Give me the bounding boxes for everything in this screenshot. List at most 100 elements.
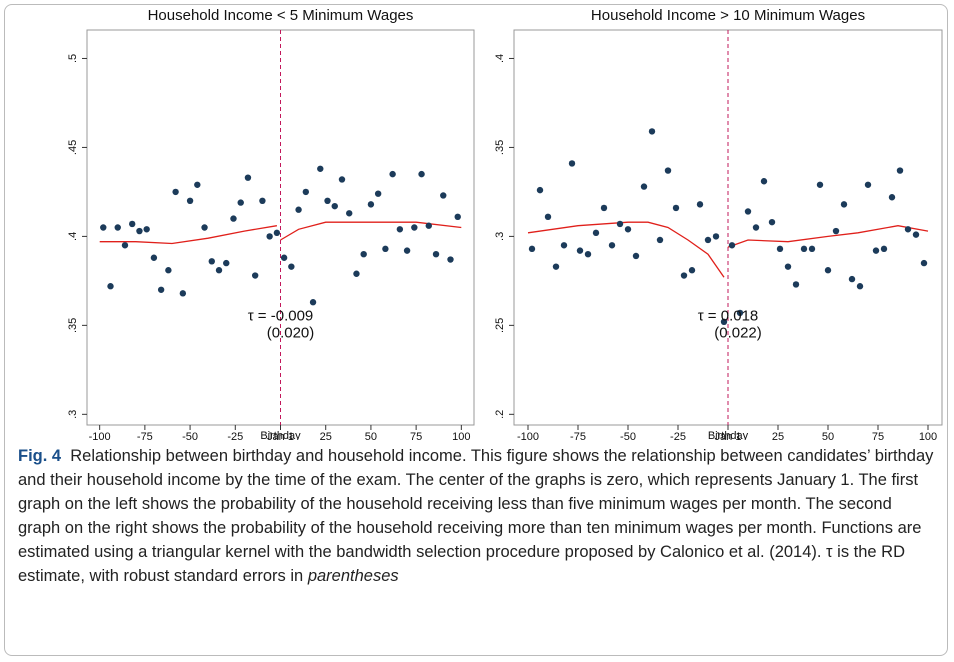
point <box>266 233 273 240</box>
point <box>230 215 237 222</box>
x-tick-label: -100 <box>517 431 539 440</box>
x-tick-label: -75 <box>137 431 153 440</box>
point <box>696 201 704 208</box>
point <box>107 283 114 290</box>
point <box>704 236 712 244</box>
point <box>280 254 288 261</box>
point <box>768 218 776 226</box>
point <box>584 250 592 258</box>
point <box>136 227 143 235</box>
point <box>744 208 752 215</box>
x-tick-label: -50 <box>620 431 636 440</box>
point <box>784 263 792 270</box>
point <box>664 167 672 174</box>
y-tick-label: .35 <box>67 318 79 333</box>
point <box>432 250 440 258</box>
point <box>295 206 302 213</box>
x-axis-label: Birthday <box>708 430 749 440</box>
x-tick-label: 100 <box>919 431 937 440</box>
x-tick-label: 75 <box>410 431 422 440</box>
point <box>656 236 664 244</box>
y-tick-label: .45 <box>67 140 79 155</box>
point <box>114 224 121 231</box>
point <box>672 204 680 212</box>
point <box>720 318 728 326</box>
fit-line <box>527 221 725 278</box>
point <box>856 283 864 290</box>
point <box>223 259 230 267</box>
point <box>382 245 389 253</box>
y-tick-label: .35 <box>494 140 506 155</box>
point <box>317 165 324 172</box>
x-tick-label: 100 <box>452 431 470 440</box>
point <box>808 245 816 253</box>
caption-italic: parentheses <box>307 567 399 585</box>
point <box>560 242 568 249</box>
chart-title: Household Income > 10 Minimum Wages <box>591 7 865 24</box>
point <box>904 226 912 233</box>
x-axis-label: Birthday <box>260 430 301 440</box>
figure-frame <box>4 4 948 656</box>
annotation: τ = -0.009 <box>248 307 314 324</box>
x-tick-label: -50 <box>182 431 198 440</box>
fit-line <box>280 221 462 241</box>
chart-title: Household Income < 5 Minimum Wages <box>148 7 414 24</box>
point <box>338 176 346 183</box>
point <box>816 181 824 188</box>
y-tick-label: .25 <box>494 318 506 333</box>
point <box>360 250 367 258</box>
point <box>920 259 928 267</box>
point <box>208 258 215 265</box>
point <box>880 245 888 253</box>
point <box>324 197 331 205</box>
annotation-se: (0.022) <box>714 324 762 341</box>
point <box>403 247 411 254</box>
point <box>288 263 295 270</box>
point <box>760 178 768 185</box>
x-tick-label: 25 <box>772 431 784 440</box>
point <box>237 199 244 206</box>
point <box>776 245 784 253</box>
x-tick-label: 75 <box>872 431 884 440</box>
point <box>454 213 461 221</box>
point <box>367 201 375 208</box>
point <box>172 188 179 196</box>
y-tick-label: .4 <box>67 232 79 241</box>
point <box>244 174 252 181</box>
point <box>848 275 856 283</box>
y-tick-label: .3 <box>67 410 79 419</box>
point <box>447 256 454 263</box>
point <box>568 160 576 167</box>
y-tick-label: .3 <box>494 232 506 241</box>
point <box>331 202 338 210</box>
point <box>592 229 600 237</box>
point <box>389 170 396 178</box>
point <box>100 224 107 231</box>
point <box>576 247 584 254</box>
x-tick-label: 50 <box>822 431 834 440</box>
point <box>302 188 310 196</box>
point <box>832 227 840 235</box>
y-tick-label: .2 <box>494 410 506 419</box>
x-tick-label: 25 <box>320 431 332 440</box>
point <box>648 128 656 135</box>
point <box>624 226 632 233</box>
point <box>353 270 360 277</box>
point <box>440 192 447 199</box>
point <box>215 267 223 274</box>
point <box>712 233 720 240</box>
annotation-se: (0.020) <box>267 324 315 341</box>
x-tick-label: -25 <box>227 431 243 440</box>
point <box>536 186 544 194</box>
point <box>680 272 688 279</box>
point <box>251 272 259 279</box>
caption: Fig. 4 Relationship between birthday and… <box>18 444 938 588</box>
point <box>824 267 832 274</box>
point <box>872 247 880 254</box>
caption-label: Fig. 4 <box>18 447 62 465</box>
point <box>864 181 872 188</box>
point <box>840 201 848 208</box>
annotation: τ = 0.018 <box>698 307 759 324</box>
point <box>728 242 736 249</box>
